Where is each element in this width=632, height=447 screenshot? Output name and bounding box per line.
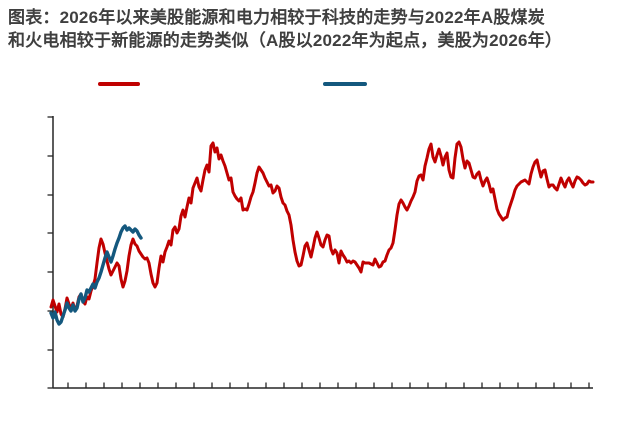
y-axis-ticks	[47, 116, 53, 389]
chart-title: 图表：2026年以来美股能源和电力相较于科技的走势与2022年A股煤炭 和火电相…	[8, 6, 626, 52]
legend-marker-red-line	[98, 82, 140, 86]
chart-title-line-2: 和火电相较于新能源的走势类似（A股以2022年为起点，美股为2026年）	[8, 31, 563, 50]
blue-series-line	[49, 224, 143, 326]
x-axis-ticks	[67, 382, 590, 388]
legend-marker-blue-line	[323, 82, 367, 86]
red-series-line	[49, 140, 595, 319]
chart-title-line-1: 图表：2026年以来美股能源和电力相较于科技的走势与2022年A股煤炭	[8, 8, 545, 27]
